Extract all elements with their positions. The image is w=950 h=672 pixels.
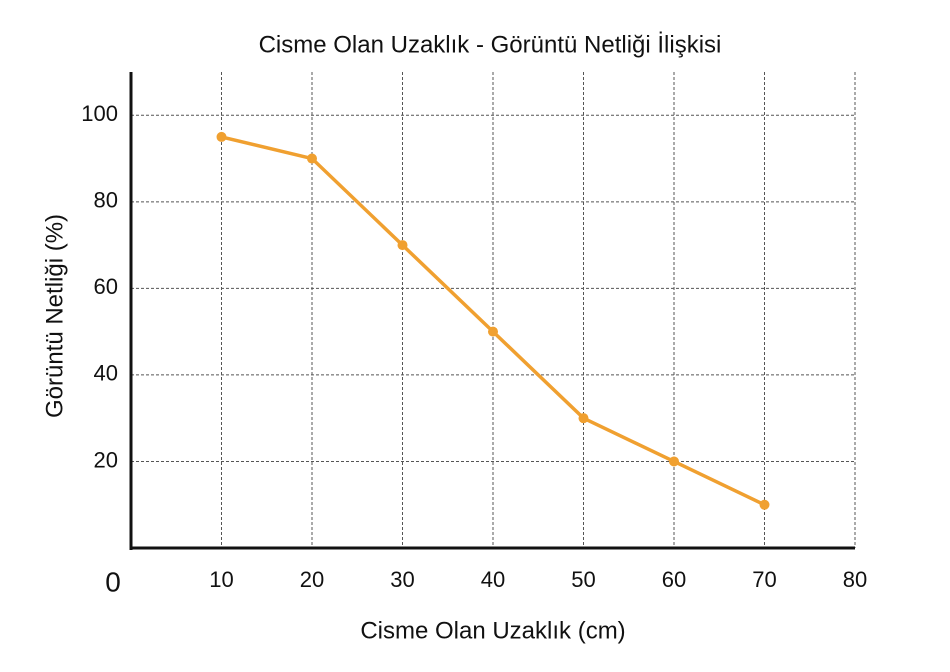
chart-title: Cisme Olan Uzaklık - Görüntü Netliği İli… <box>259 31 722 58</box>
data-point <box>669 456 679 467</box>
origin-label: 0 <box>105 566 121 597</box>
x-tick-label: 40 <box>481 567 505 592</box>
y-tick-label: 80 <box>94 188 118 213</box>
x-tick-label: 20 <box>300 567 324 592</box>
y-axis-label: Görüntü Netliği (%) <box>41 214 68 418</box>
x-axis-label: Cisme Olan Uzaklık (cm) <box>360 617 625 644</box>
y-tick-label: 100 <box>81 101 118 126</box>
y-tick-label: 40 <box>94 361 118 386</box>
x-tick-label: 60 <box>662 567 686 592</box>
data-point <box>759 499 770 510</box>
x-tick-label: 10 <box>209 567 233 592</box>
data-point <box>216 131 227 142</box>
y-tick-label: 20 <box>94 447 118 472</box>
x-tick-label: 30 <box>390 567 414 592</box>
data-point <box>307 153 317 164</box>
x-tick-label: 70 <box>752 567 776 592</box>
x-tick-label: 80 <box>843 567 867 592</box>
y-tick-label: 60 <box>94 274 118 299</box>
data-point <box>397 240 408 251</box>
data-point <box>578 413 589 424</box>
data-point <box>488 326 498 337</box>
x-tick-label: 50 <box>571 567 595 592</box>
